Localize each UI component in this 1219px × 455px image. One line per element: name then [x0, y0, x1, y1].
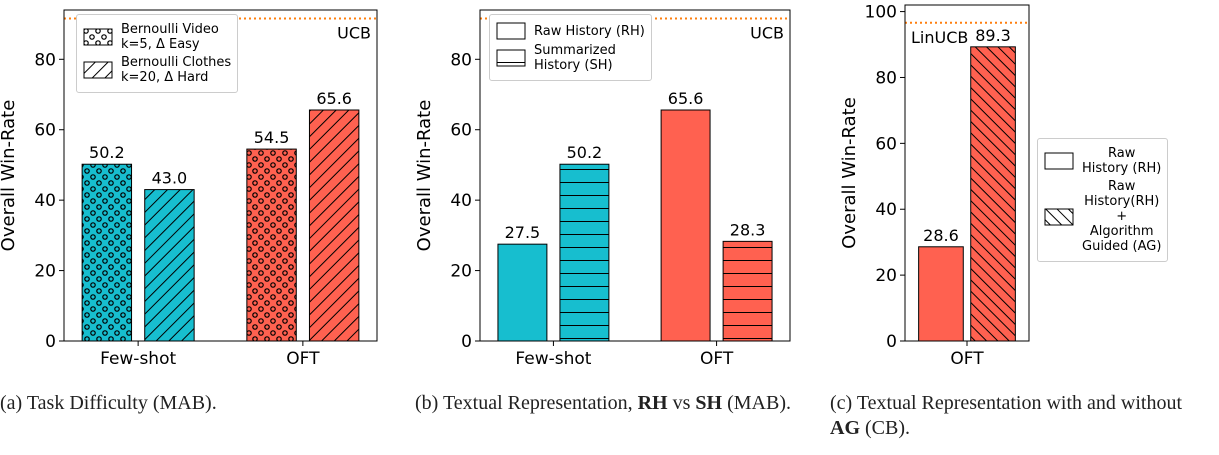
y-tick-label: 20: [450, 262, 472, 282]
legend-swatch: [496, 49, 526, 67]
caption: (a) Task Difficulty (MAB).: [0, 391, 380, 416]
caption-text: (b) Textual Representation,: [415, 392, 638, 414]
caption-text: (MAB).: [722, 392, 791, 414]
caption-text: (a) Task Difficulty (MAB).: [0, 392, 217, 414]
y-axis-label: Overall Win-Rate: [839, 97, 860, 249]
legend-swatch: [496, 22, 526, 40]
bar: [308, 109, 360, 342]
legend-label: Bernoulli Video k=5, Δ Easy: [121, 22, 219, 52]
x-tick-label: Few-shot: [515, 349, 591, 369]
caption-text: (CB).: [860, 417, 910, 439]
y-tick-label: 60: [34, 121, 56, 141]
legend-swatch-box: [496, 49, 526, 67]
x-tick-label: OFT: [950, 349, 984, 369]
value-label: 43.0: [152, 169, 188, 188]
x-tick-label: OFT: [700, 349, 734, 369]
bar: [970, 46, 1016, 342]
y-axis-label: Overall Win-Rate: [0, 100, 19, 252]
legend-swatch-box: [496, 22, 526, 40]
caption-text: vs: [667, 392, 696, 414]
bar: [497, 243, 548, 342]
bar: [559, 163, 610, 342]
x-tick-label: OFT: [286, 349, 320, 369]
legend-label: Raw History(RH) + Algorithm Guided (AG): [1082, 179, 1162, 254]
bar: [246, 148, 297, 342]
legend-label: Bernoulli Clothes k=20, Δ Hard: [121, 55, 232, 85]
bar: [660, 109, 711, 342]
bar: [722, 240, 773, 342]
y-tick-label: 20: [875, 266, 897, 286]
legend-swatch-box: [83, 28, 113, 46]
reference-label: LinUCB: [911, 28, 968, 47]
y-tick-label: 0: [461, 332, 472, 352]
legend-swatch: [1044, 152, 1074, 170]
legend-entry: Raw History (RH): [496, 22, 645, 40]
value-label: 50.2: [89, 143, 125, 162]
legend: Raw History (RH) Summarized History (SH): [489, 14, 652, 81]
bar: [144, 189, 195, 342]
legend: Bernoulli Video k=5, Δ Easy Bernoulli Clo…: [76, 14, 239, 93]
axes-frame: [904, 4, 1030, 342]
value-label: 65.6: [668, 89, 704, 108]
caption: (b) Textual Representation, RH vs SH (MA…: [415, 391, 805, 416]
y-tick-label: 100: [865, 3, 897, 23]
y-tick-label: 0: [45, 332, 56, 352]
y-tick-label: 40: [875, 200, 897, 220]
value-label: 89.3: [975, 26, 1011, 45]
value-label: 50.2: [567, 143, 603, 162]
legend-swatch-box: [1044, 152, 1074, 170]
legend-entry: Raw History(RH) + Algorithm Guided (AG): [1044, 179, 1161, 254]
reference-label: UCB: [750, 23, 784, 42]
caption-text: RH: [637, 392, 668, 414]
caption: (c) Textual Representation with and with…: [830, 391, 1215, 441]
y-tick-label: 40: [450, 191, 472, 211]
y-tick-label: 0: [886, 332, 897, 352]
caption-text: (c) Textual Representation with and with…: [830, 392, 1183, 414]
legend-swatch-box: [1044, 208, 1074, 225]
legend-label: Summarized History (SH): [534, 43, 616, 73]
value-label: 28.3: [730, 220, 766, 239]
legend-label: Raw History (RH): [534, 23, 645, 39]
y-axis-label: Overall Win-Rate: [414, 100, 435, 252]
axes-frame: [479, 9, 791, 342]
legend-swatch-box: [83, 61, 113, 79]
legend-swatch: [83, 61, 113, 79]
x-tick-label: Few-shot: [100, 349, 176, 369]
legend-swatch: [83, 28, 113, 46]
caption-text: SH: [695, 392, 723, 414]
legend-label: Raw History (RH): [1082, 146, 1162, 176]
value-label: 54.5: [254, 128, 290, 147]
legend-entry: Bernoulli Clothes k=20, Δ Hard: [83, 55, 231, 85]
y-tick-label: 80: [450, 50, 472, 70]
value-label: 27.5: [505, 223, 541, 242]
legend: Raw History (RH) Raw History(RH) + Algori…: [1037, 138, 1169, 262]
y-tick-label: 60: [450, 121, 472, 141]
legend-entry: Summarized History (SH): [496, 43, 645, 73]
y-tick-label: 20: [34, 262, 56, 282]
y-tick-label: 60: [875, 134, 897, 154]
reference-label: UCB: [337, 23, 371, 42]
legend-entry: Bernoulli Video k=5, Δ Easy: [83, 22, 231, 52]
legend-swatch: [1044, 208, 1074, 225]
legend-entry: Raw History (RH): [1044, 146, 1161, 176]
bar: [918, 246, 964, 342]
y-tick-label: 40: [34, 191, 56, 211]
caption-text: AG: [830, 417, 860, 439]
y-tick-label: 80: [34, 50, 56, 70]
y-tick-label: 80: [875, 68, 897, 88]
bar: [81, 163, 133, 342]
value-label: 65.6: [316, 89, 352, 108]
value-label: 28.6: [923, 226, 959, 245]
axes-frame: [63, 9, 378, 342]
